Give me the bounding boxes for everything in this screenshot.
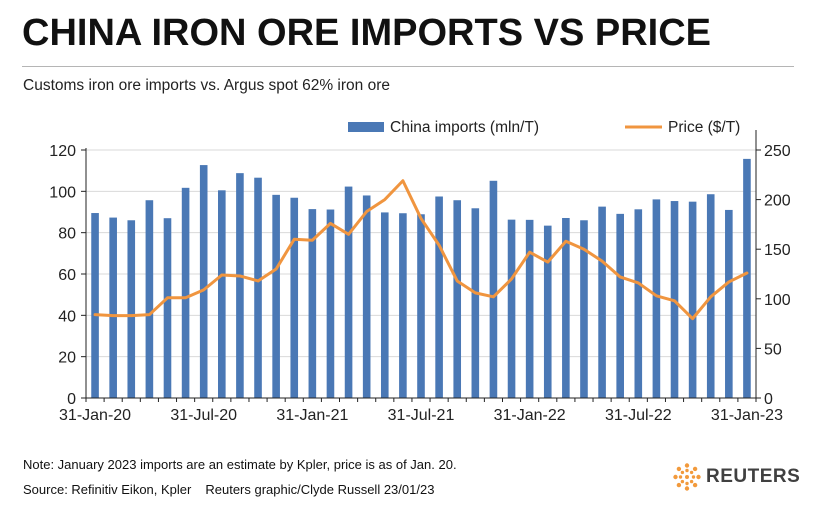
bar [109,217,117,398]
left-tick-label: 0 [67,391,76,408]
reuters-logo-text: REUTERS [706,466,801,487]
bar [453,200,462,398]
bar [525,219,534,398]
reuters-logo: REUTERS [672,462,802,492]
chart-title: CHINA IRON ORE IMPORTS VS PRICE [22,12,711,54]
bar [725,209,733,398]
bar [489,180,498,398]
x-tick-label: 31-Jan-23 [711,407,783,424]
bar [91,213,99,398]
bar [362,195,371,398]
bar [163,218,172,398]
chart-note: Note: January 2023 imports are an estima… [23,457,457,472]
bar [290,197,299,398]
bar [145,200,154,398]
bar-series-imports [91,158,751,398]
right-tick-label: 0 [764,391,773,408]
bar [308,209,317,398]
x-tick-label: 31-Jul-21 [388,407,455,424]
bar [652,199,661,398]
chart-area: 0 20 40 60 80 100 120 0 50 100 150 200 250 31-Jan-20 3… [49,119,791,424]
right-tick-label: 150 [764,242,791,259]
bar [127,220,136,398]
legend: China imports (mln/T) Price ($/T) [348,119,740,136]
x-tick-label: 31-Jul-22 [605,407,672,424]
bar [254,177,262,398]
legend-label-imports: China imports (mln/T) [390,119,539,136]
right-tick-label: 100 [764,292,791,309]
bar [634,209,643,398]
right-tick-label: 250 [764,143,791,160]
source-text: Source: Refinitiv Eikon, Kpler [23,482,192,497]
bar [688,201,697,398]
x-tick-label: 31-Jul-20 [170,407,237,424]
price-line [93,179,749,321]
legend-swatch-imports [348,122,384,132]
chart-subtitle: Customs iron ore imports vs. Argus spot … [23,77,390,94]
left-tick-label: 120 [49,143,76,160]
reuters-logo-icon [673,463,701,491]
x-tick-label: 31-Jan-22 [494,407,566,424]
axes: 0 20 40 60 80 100 120 0 50 100 150 200 250 31-Jan-20 3… [49,130,791,424]
credit-text: Reuters graphic/Clyde Russell 23/01/23 [205,482,435,497]
bar [236,173,244,398]
left-tick-label: 100 [49,184,76,201]
bar [471,208,480,398]
bar [580,220,588,398]
bar [199,165,208,398]
x-tick-label: 31-Jan-20 [59,407,131,424]
x-tick-label: 31-Jan-21 [276,407,348,424]
bar [417,214,425,398]
chart-source: Source: Refinitiv Eikon, Kpler Reuters gr… [23,482,434,497]
bar [272,194,280,398]
legend-label-price: Price ($/T) [668,119,740,136]
bar [399,213,407,398]
bar [435,196,443,398]
bar [616,213,624,398]
left-tick-label: 40 [58,308,76,325]
left-tick-label: 80 [58,226,76,243]
bar [743,158,751,398]
left-tick-label: 60 [58,267,76,284]
bar [543,225,552,398]
left-tick-label: 20 [58,350,76,367]
line-series-price [93,179,749,321]
bar [598,206,606,398]
bar [181,187,190,398]
bar [344,186,353,398]
right-tick-label: 50 [764,341,782,358]
right-tick-label: 200 [764,193,791,210]
bar [507,219,516,398]
bar [380,212,389,398]
bar [562,217,570,398]
bar [326,209,335,398]
bar [218,190,226,398]
title-divider [22,66,794,67]
